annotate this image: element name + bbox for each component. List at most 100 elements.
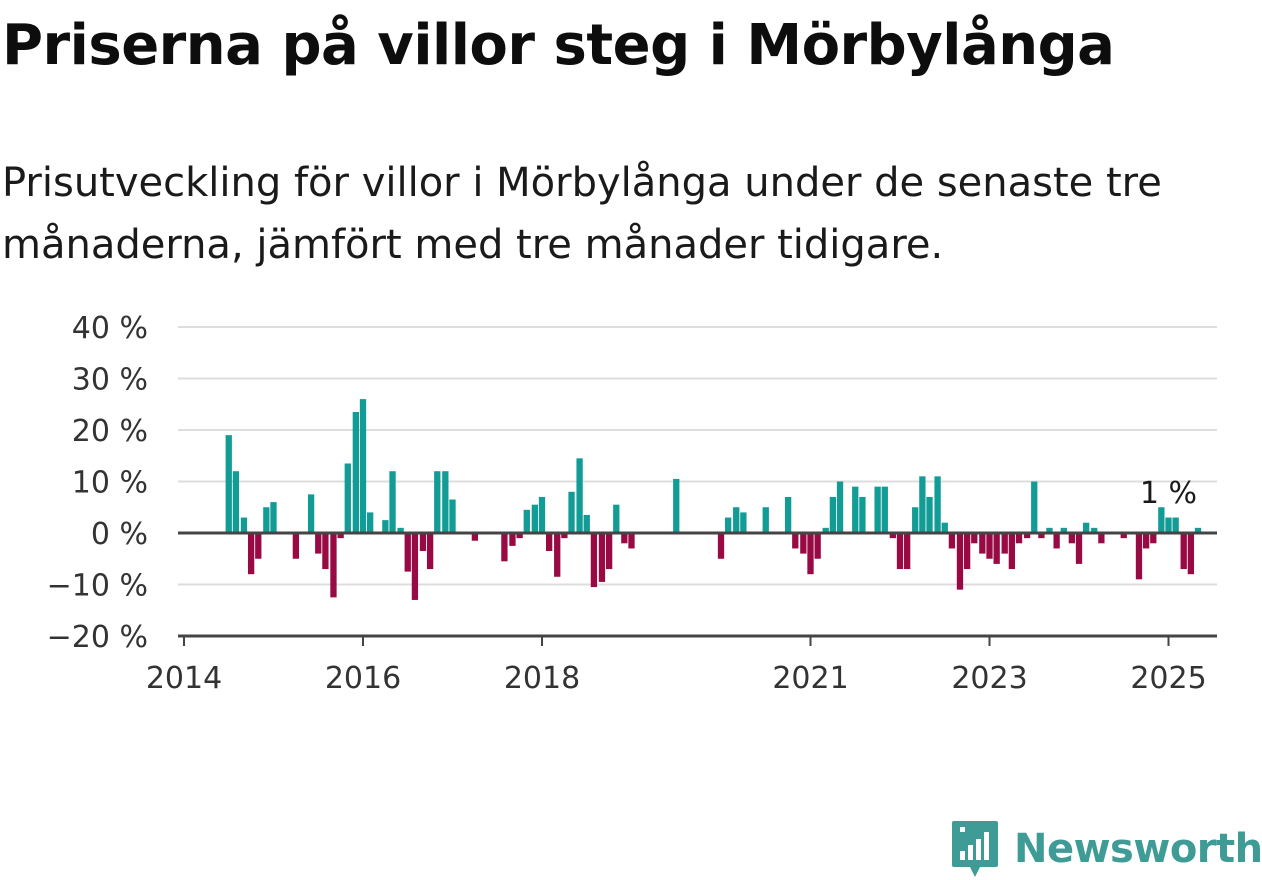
bar (1031, 481, 1038, 533)
bar (434, 471, 441, 533)
bar (889, 533, 896, 539)
bar (598, 533, 606, 582)
bar-chart: 40 %30 %20 %10 %0 %−10 %−20 % 2014 2016 20… (47, 311, 1217, 696)
bar (822, 527, 829, 533)
bar (904, 533, 911, 570)
bar (807, 533, 814, 575)
page-title: Priserna på villor steg i Mörbylånga (2, 13, 1115, 78)
bar (471, 533, 479, 541)
bar (762, 507, 769, 533)
bar (979, 533, 986, 554)
bar (948, 533, 956, 549)
bar (389, 471, 396, 533)
bar (516, 533, 523, 539)
bar (896, 533, 904, 570)
bar (352, 411, 359, 533)
y-tick-label: 10 % (72, 466, 148, 501)
bar (307, 494, 315, 533)
bar (270, 502, 277, 533)
annotations: 1 % (1140, 476, 1197, 511)
bar (561, 533, 568, 539)
bar (576, 458, 583, 533)
bar (255, 533, 262, 559)
bar (941, 522, 948, 533)
bar (337, 533, 344, 539)
bar (590, 533, 598, 588)
bar (740, 512, 747, 533)
bar (263, 507, 270, 533)
bar (359, 399, 367, 533)
bar (538, 496, 546, 533)
bar (971, 533, 978, 544)
newsworthy-logo-icon (952, 821, 998, 877)
axes (178, 531, 1217, 646)
bar (397, 527, 404, 533)
bar (1165, 517, 1172, 533)
bar (1038, 533, 1045, 539)
bar (725, 517, 732, 533)
bar (1120, 533, 1127, 539)
bar (874, 486, 881, 533)
y-tick-labels: 40 % 30 % 20 % 10 % 0 % −10 % −20 % (47, 311, 148, 655)
bars (225, 399, 1202, 600)
bar (1001, 533, 1008, 554)
bar (852, 486, 859, 533)
bar (382, 520, 389, 533)
bar (1060, 527, 1067, 533)
bar (546, 533, 553, 552)
bar (934, 476, 941, 533)
bar (367, 512, 374, 533)
bar (1142, 533, 1150, 549)
bar (628, 533, 635, 549)
bar (986, 533, 993, 559)
bar (240, 517, 248, 533)
bar (881, 486, 888, 533)
bar (673, 478, 680, 533)
bar (411, 533, 419, 600)
bar (568, 491, 575, 533)
brand-name: Newsworthy (1014, 826, 1262, 872)
x-tick-label: 2025 (1130, 661, 1206, 696)
bar (836, 481, 844, 533)
bar (449, 499, 456, 533)
bar (523, 509, 530, 533)
bar (1053, 533, 1060, 549)
bar (859, 496, 866, 533)
x-tick-labels: 2014 2016 2018 2021 2023 2025 (146, 661, 1207, 696)
bar (1091, 527, 1098, 533)
y-tick-label: −10 % (47, 569, 148, 604)
y-tick-label: 40 % (72, 311, 148, 346)
bar (1046, 527, 1053, 533)
x-tick-label: 2018 (504, 661, 580, 696)
bar (1150, 533, 1157, 544)
bar (1068, 533, 1075, 544)
bar (509, 533, 516, 546)
bar (404, 533, 411, 572)
bar (426, 533, 434, 570)
bar (442, 471, 449, 533)
bar (292, 533, 300, 559)
bar (1008, 533, 1016, 570)
bar (993, 533, 1000, 564)
brand-logo: Newsworthy (950, 818, 1262, 880)
bar (322, 533, 329, 570)
bar (330, 533, 337, 598)
bar (963, 533, 971, 570)
bar (419, 533, 427, 552)
x-tick-label: 2016 (325, 661, 401, 696)
bar (344, 463, 351, 533)
bar (315, 533, 322, 554)
bar (232, 471, 240, 533)
bar (717, 533, 725, 559)
bar (225, 435, 232, 533)
y-tick-label: 30 % (72, 363, 148, 398)
latest-value-label: 1 % (1140, 476, 1197, 511)
bar (531, 504, 538, 533)
bar (1098, 533, 1105, 544)
bar (733, 507, 740, 533)
bar (1180, 533, 1187, 570)
bar (1015, 533, 1023, 544)
page-subtitle: Prisutveckling för villor i Mörbylånga u… (2, 160, 1162, 268)
bar (605, 533, 613, 570)
bar (501, 533, 508, 562)
